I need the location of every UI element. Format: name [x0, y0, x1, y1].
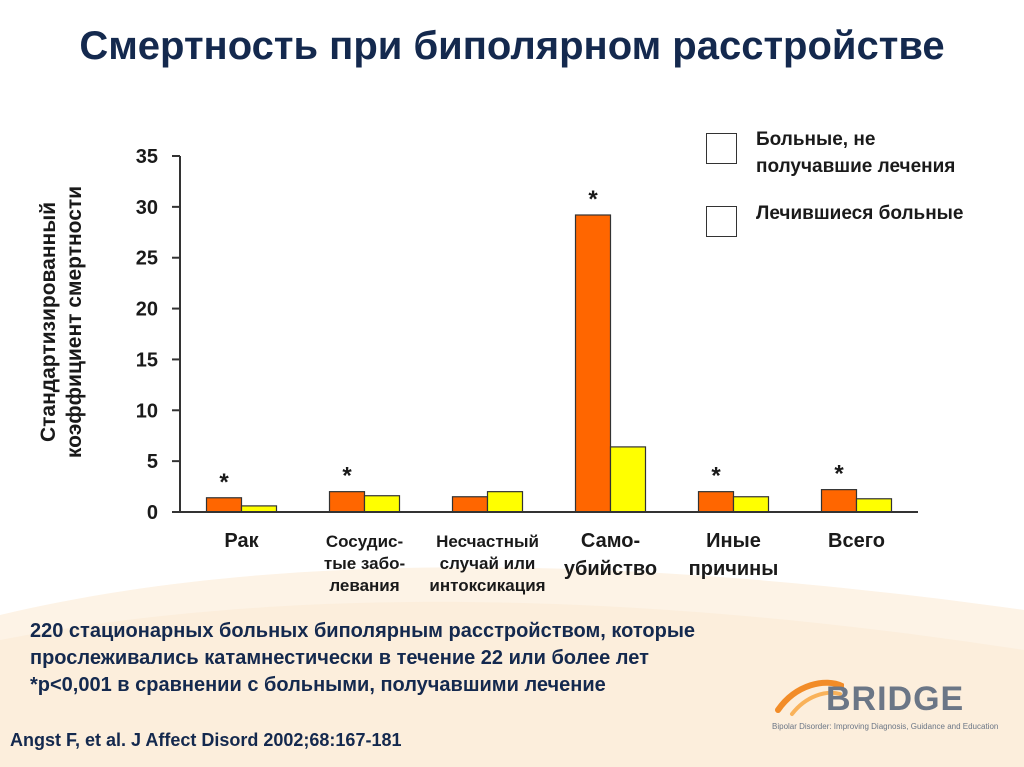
x-category-label-line: Иные	[706, 530, 761, 552]
y-tick-label: 30	[136, 197, 158, 219]
bar-untreated	[574, 214, 612, 513]
x-category-label-line: Сосудис-	[326, 532, 403, 551]
x-category-label-line: левания	[329, 576, 399, 595]
bar-untreated	[820, 489, 858, 513]
bridge-logo: BRIDGE Bipolar Disorder: Improving Diagn…	[768, 674, 1008, 744]
x-category-label: Рак	[224, 530, 259, 552]
significance-marks: * * * * *	[219, 186, 844, 496]
y-axis-title: Стандартизированный коэффициент смертност…	[37, 186, 86, 458]
legend-label-treated: Лечившиеся больные	[756, 203, 964, 224]
legend-swatch-untreated	[706, 133, 737, 164]
y-tick-label: 20	[136, 299, 158, 321]
significance-asterisk: *	[834, 461, 844, 488]
bars	[205, 214, 893, 513]
footnote: 220 стационарных больных биполярным расс…	[30, 618, 695, 699]
x-category-label-line: тые забо-	[324, 554, 405, 573]
significance-asterisk: *	[588, 186, 598, 213]
y-tick-label: 15	[136, 349, 158, 371]
x-category-label: Всего	[828, 530, 885, 552]
bar-treated	[732, 496, 770, 513]
legend-swatch-treated	[706, 206, 737, 237]
x-category-label: Иные причины	[689, 530, 779, 580]
x-category-label: Несчастный случай или интоксикация	[429, 532, 545, 595]
legend-label-untreated: Больные, не получавшие лечения	[756, 129, 956, 177]
y-axis-title-line: Стандартизированный	[37, 202, 60, 442]
bar-untreated	[451, 496, 489, 513]
bar-treated	[486, 491, 524, 513]
bar-untreated	[697, 491, 735, 513]
y-tick-label: 5	[147, 451, 158, 473]
x-category-label: Сосудис-тые забо-левания	[324, 532, 405, 595]
significance-asterisk: *	[219, 469, 229, 496]
x-category-label-line: Рак	[224, 530, 259, 552]
x-category-label: Само-убийство	[564, 530, 657, 580]
bridge-swoosh-icon	[775, 679, 844, 716]
x-axis-labels: Рак Сосудис-тые забо-левания Несчастный слу…	[224, 530, 885, 595]
y-tick-label: 35	[136, 146, 158, 168]
footnote-line: прослеживались катамнестически в течение…	[30, 647, 649, 669]
y-axis-title-line: коэффициент смертности	[63, 186, 86, 458]
bar-treated	[363, 495, 401, 513]
x-category-label-line: Всего	[828, 530, 885, 552]
x-category-label-line: интоксикация	[429, 576, 545, 595]
y-tick-label: 25	[136, 248, 158, 270]
y-axis-ticks: 0 5 10 15 20 25 30 35	[136, 146, 180, 524]
citation: Angst F, et al. J Affect Disord 2002;68:…	[10, 730, 402, 750]
footnote-line: 220 стационарных больных биполярным расс…	[30, 620, 696, 642]
x-category-label-line: убийство	[564, 558, 657, 580]
significance-asterisk: *	[342, 463, 352, 490]
slide-title: Смертность при биполярном расстройстве	[79, 24, 945, 68]
y-tick-label: 10	[136, 400, 158, 422]
bar-untreated	[205, 497, 243, 513]
significance-asterisk: *	[711, 463, 721, 490]
x-category-label-line: Само-	[581, 530, 640, 552]
logo-wordmark: BRIDGE	[826, 680, 965, 718]
bar-treated	[609, 446, 647, 513]
footnote-line: *p<0,001 в сравнении с больными, получав…	[30, 674, 606, 696]
x-category-label-line: случай или	[440, 554, 536, 573]
bar-treated	[855, 498, 893, 513]
x-category-label-line: Несчастный	[436, 532, 539, 551]
x-category-label-line: причины	[689, 558, 779, 580]
y-axis-label: Стандартизированный коэффициент смертност…	[37, 186, 86, 458]
y-tick-label: 0	[147, 502, 158, 524]
logo-tagline: Bipolar Disorder: Improving Diagnosis, G…	[772, 722, 999, 731]
bar-untreated	[328, 491, 366, 513]
